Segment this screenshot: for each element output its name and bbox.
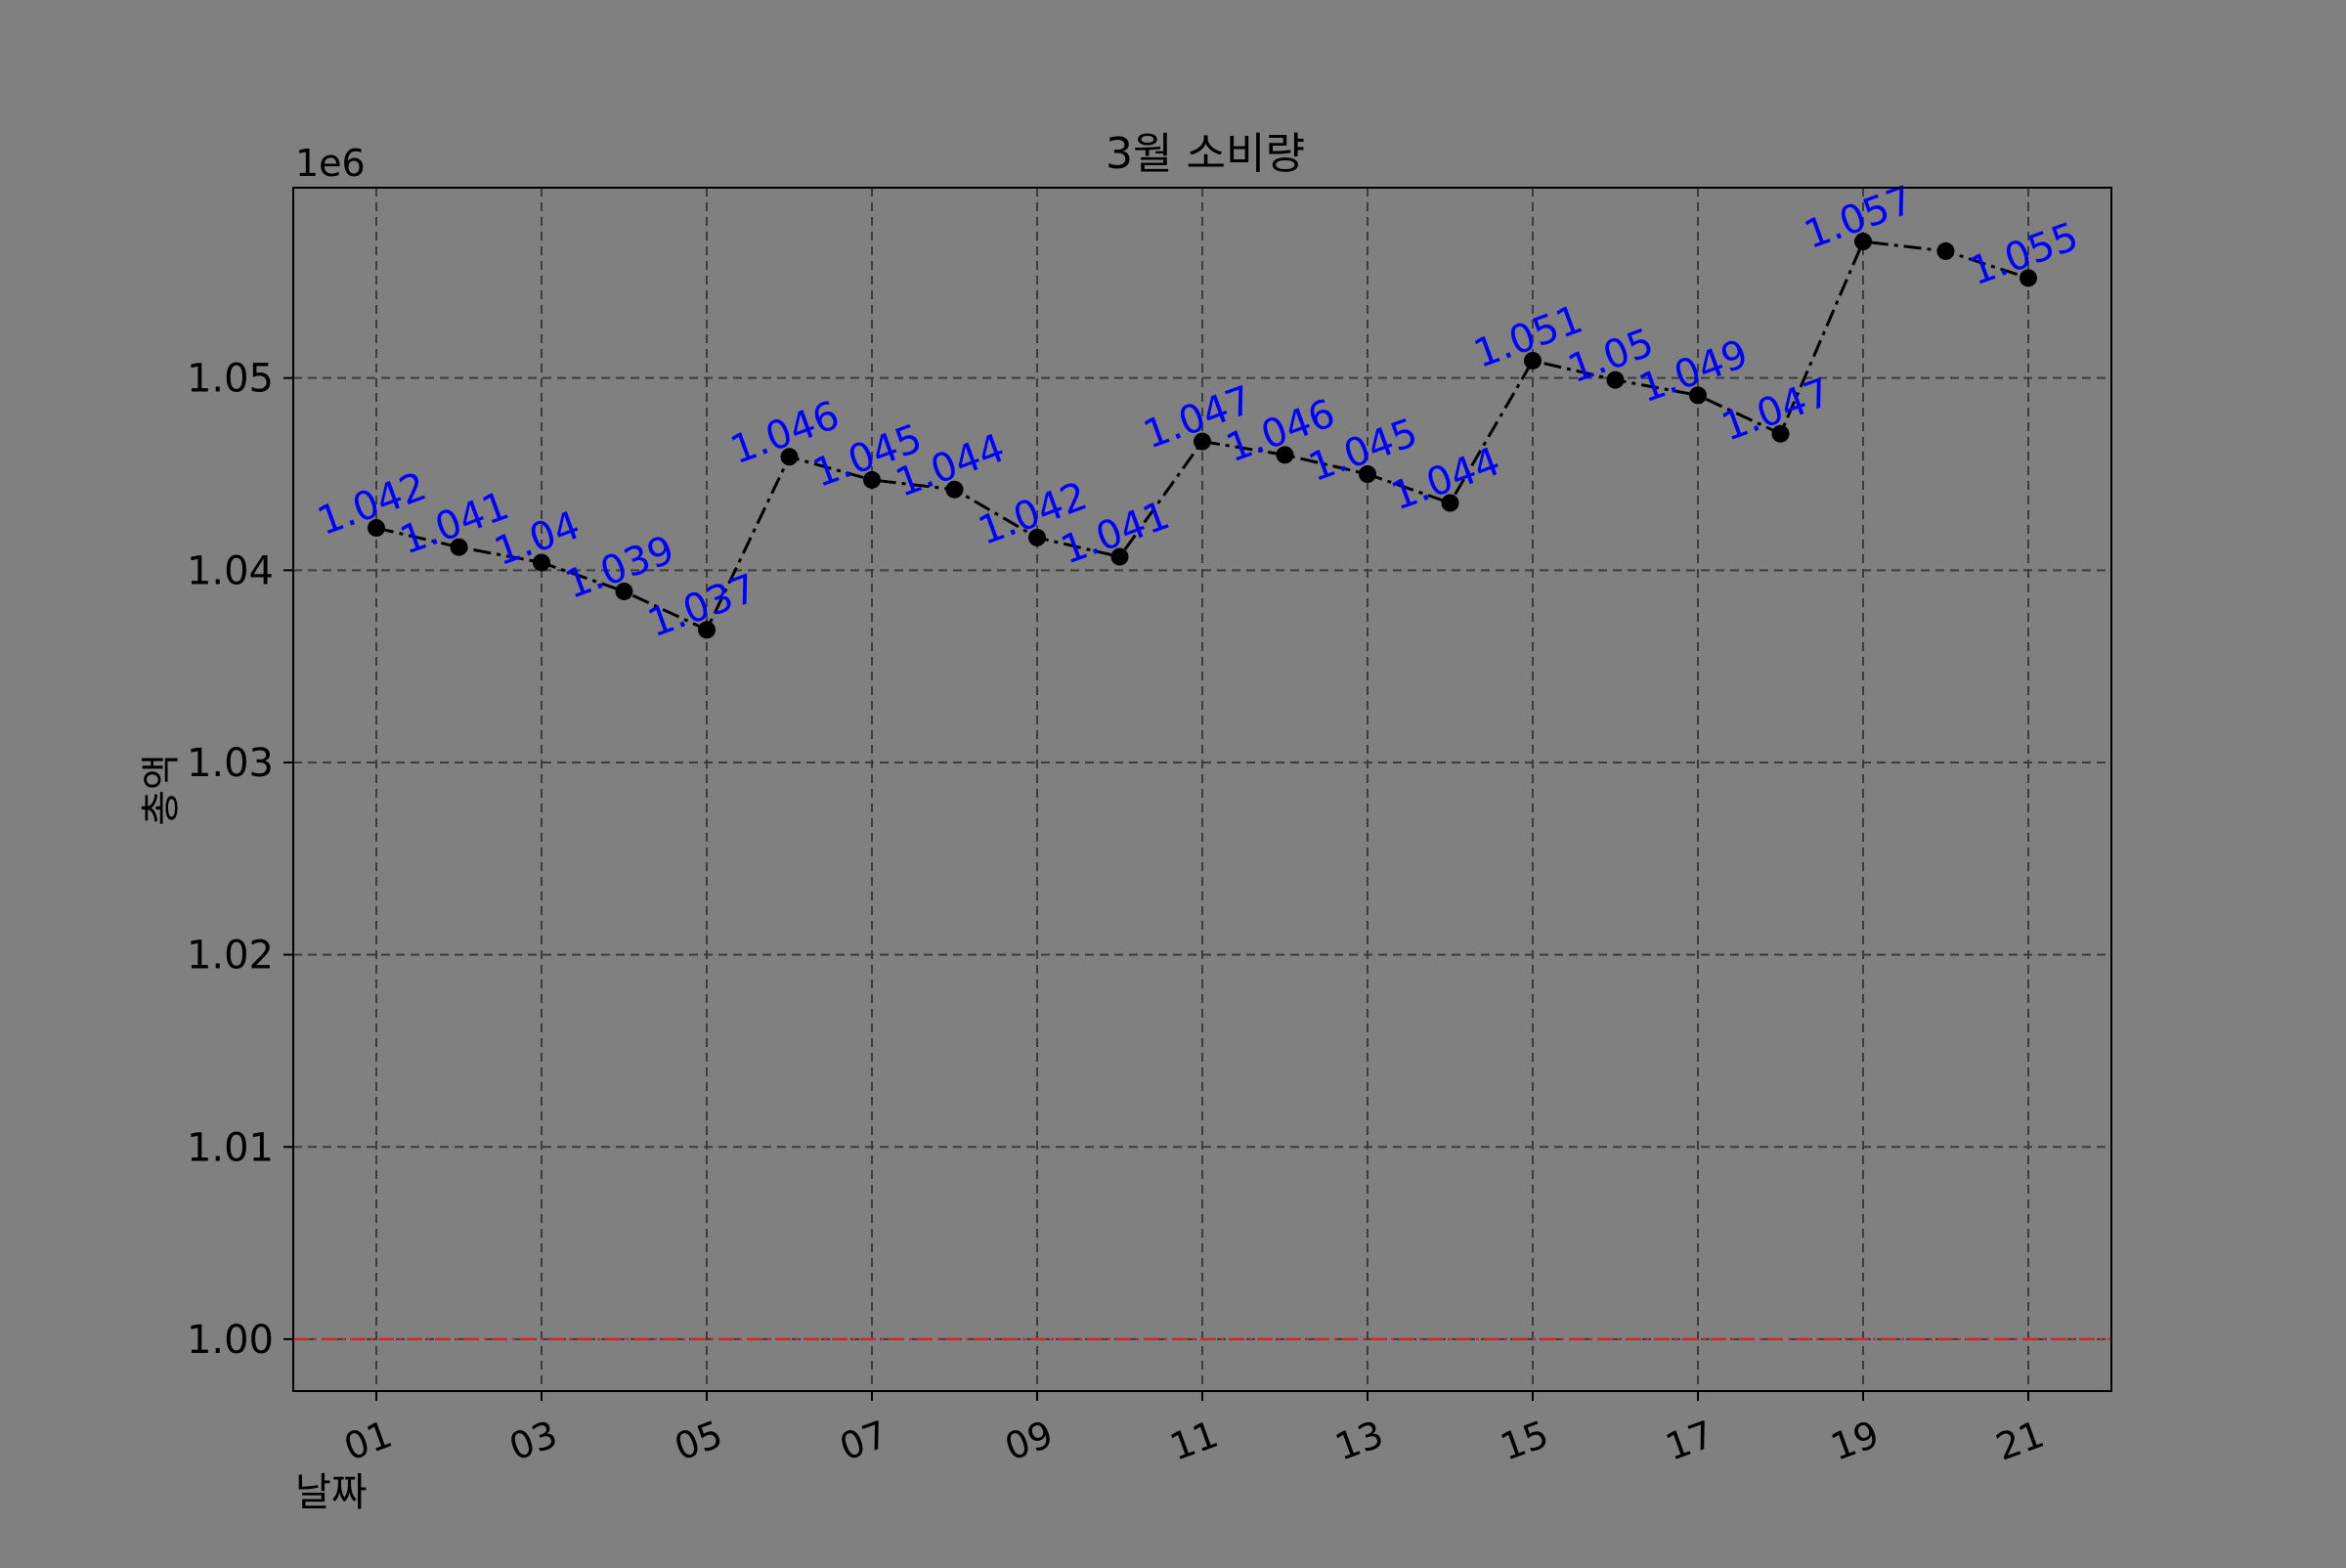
data-point	[2020, 269, 2037, 287]
data-point	[698, 621, 716, 639]
series-markers	[368, 233, 2037, 639]
data-point	[1441, 494, 1459, 512]
x-tick-label: 13	[1329, 1413, 1388, 1469]
x-tick-label: 15	[1495, 1413, 1553, 1469]
x-tick-label: 21	[1990, 1413, 2049, 1469]
y-tick-label: 1.05	[187, 357, 274, 402]
data-point	[1689, 386, 1707, 405]
x-tick-label: 17	[1660, 1413, 1718, 1469]
data-point	[1028, 528, 1046, 546]
x-tick-label: 09	[999, 1413, 1058, 1469]
data-point	[1606, 370, 1625, 389]
y-axis-label: 총액	[139, 754, 184, 826]
y-tick-label: 1.00	[187, 1318, 274, 1363]
data-point	[1110, 547, 1129, 566]
chart-title: 3월 소비량	[1106, 129, 1305, 179]
x-tick-label: 07	[834, 1413, 892, 1469]
y-tick-label: 1.01	[187, 1125, 274, 1170]
x-tick-label: 01	[338, 1413, 397, 1469]
data-point	[533, 553, 550, 572]
plot-frame	[292, 187, 2112, 1392]
data-point	[780, 448, 799, 466]
data-point	[1276, 446, 1294, 464]
data-point	[450, 538, 468, 556]
y-axis-offset-label: 1e6	[295, 142, 366, 185]
y-tick-label: 1.02	[187, 934, 274, 979]
y-tick-label: 1.03	[187, 741, 274, 786]
data-point	[1771, 424, 1790, 443]
data-point	[1194, 432, 1211, 451]
data-point	[368, 519, 385, 538]
x-axis-label: 날짜	[295, 1470, 368, 1515]
data-point	[1524, 351, 1542, 370]
data-point	[1854, 233, 1872, 251]
data-labels: 1.0421.0411.041.0391.0371.0461.0451.0441…	[312, 178, 2084, 647]
x-tick-label: 03	[503, 1413, 562, 1469]
x-tick-label: 05	[669, 1413, 727, 1469]
data-point	[863, 470, 881, 489]
data-point	[615, 582, 633, 600]
data-point	[945, 480, 964, 499]
x-tick-label: 11	[1164, 1413, 1223, 1469]
data-point	[1936, 241, 1955, 260]
data-point	[1359, 465, 1376, 484]
y-tick-label: 1.04	[187, 548, 274, 593]
grid	[293, 188, 2111, 1391]
x-tick-label: 19	[1825, 1413, 1884, 1469]
